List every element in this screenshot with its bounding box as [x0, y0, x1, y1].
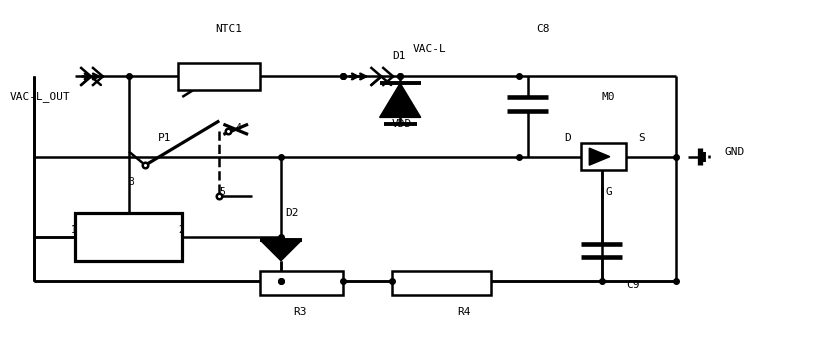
Text: VAC-L_OUT: VAC-L_OUT [10, 92, 70, 103]
FancyBboxPatch shape [261, 271, 342, 295]
Text: D2: D2 [285, 208, 299, 218]
FancyBboxPatch shape [581, 143, 626, 170]
Text: C8: C8 [535, 24, 549, 34]
Text: 1: 1 [71, 225, 78, 235]
Text: M0: M0 [601, 92, 615, 102]
Text: D: D [564, 133, 572, 143]
Text: P1: P1 [158, 133, 171, 143]
Text: VDD: VDD [392, 119, 412, 129]
Text: 2: 2 [178, 225, 184, 235]
Polygon shape [261, 240, 301, 261]
Text: NTC1: NTC1 [215, 24, 243, 34]
Text: S: S [639, 133, 645, 143]
Text: G: G [606, 187, 612, 197]
Polygon shape [380, 83, 421, 117]
Text: C9: C9 [626, 280, 639, 290]
Polygon shape [589, 148, 610, 165]
Text: 3: 3 [129, 177, 134, 187]
FancyBboxPatch shape [392, 271, 491, 295]
Text: D1: D1 [392, 51, 405, 61]
Text: R4: R4 [458, 307, 471, 317]
FancyBboxPatch shape [178, 63, 261, 90]
FancyBboxPatch shape [75, 213, 182, 261]
Text: GND: GND [725, 147, 745, 157]
Text: 4: 4 [236, 123, 242, 133]
Text: R3: R3 [293, 307, 307, 317]
Text: VAC-L: VAC-L [412, 44, 446, 54]
Text: 5: 5 [219, 187, 225, 197]
